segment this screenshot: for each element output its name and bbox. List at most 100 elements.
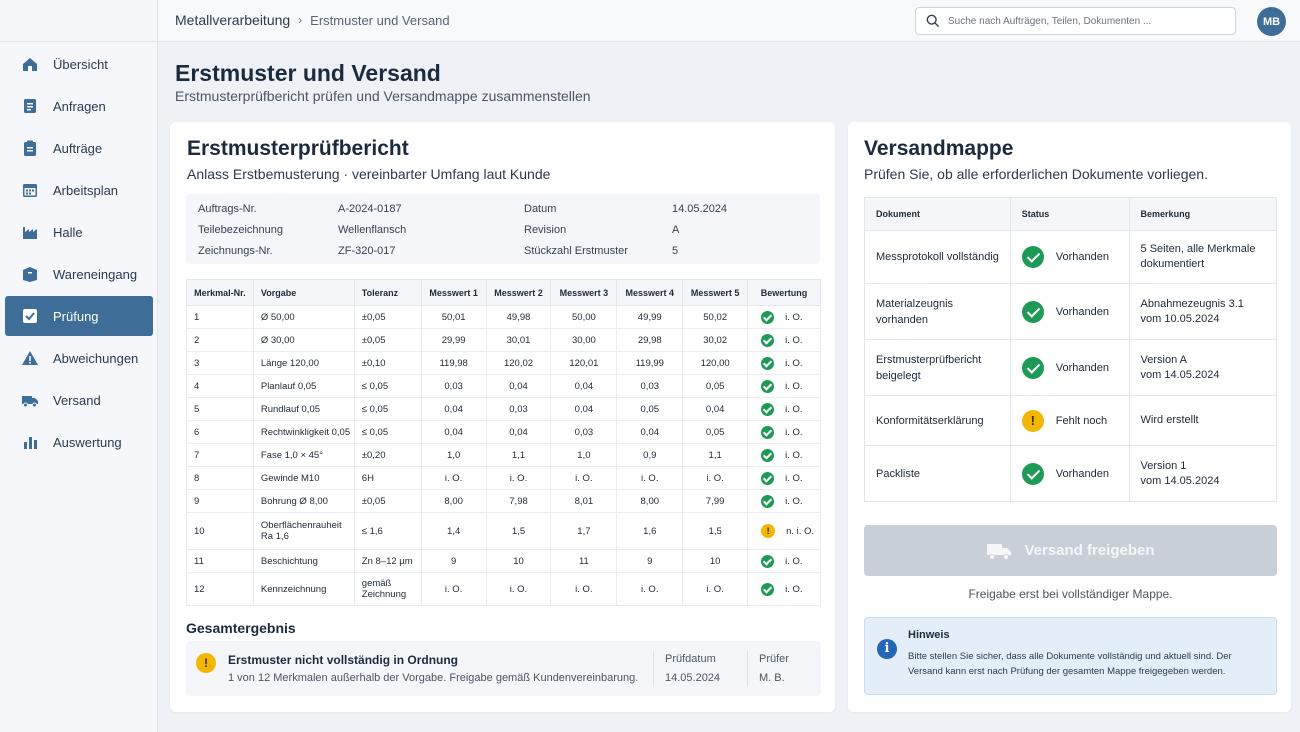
feature-tolerance: 6H [353, 466, 422, 490]
sidebar-item-versand[interactable]: Versand [5, 380, 153, 420]
feature-spec: Beschichtung [252, 549, 355, 573]
feature-number: 2 [186, 328, 254, 352]
search-box[interactable] [915, 7, 1236, 35]
note-line: vom 10.05.2024 [1140, 312, 1220, 325]
document-name: Materialzeugnis vorhanden [864, 283, 1011, 340]
table-row: Messprotokoll vollständig Vorhanden 5 Seit… [864, 230, 1278, 284]
measurement-value: 11 [550, 549, 618, 573]
inspector-value: M. B. [759, 672, 785, 684]
report-info-panel: Auftrags-Nr. A-2024-0187 Teilebezeichnun… [186, 194, 820, 264]
check-circle-icon [761, 425, 775, 439]
feature-number: 4 [186, 374, 254, 398]
check-circle-icon [761, 554, 775, 568]
table-row: Packliste Vorhanden Version 1 vom 14.05.202… [864, 445, 1278, 502]
status-label: Vorhanden [1055, 467, 1109, 480]
measurement-value: i. O. [485, 466, 552, 490]
order-label: Auftrags-Nr. [198, 203, 257, 215]
evaluation-label: i. O. [785, 472, 803, 484]
measurement-value: 10 [682, 549, 749, 573]
feature-spec: Rundlauf 0,05 [252, 397, 355, 421]
measurement-value: 0,04 [550, 374, 618, 398]
evaluation-cell: i. O. [747, 443, 821, 467]
sidebar: Übersicht Anfragen Aufträge Arbeitsplan Hall… [0, 0, 158, 732]
measurement-value: 50,02 [682, 305, 749, 329]
document-status: Vorhanden [1009, 283, 1130, 340]
part-label: Teilebezeichnung [198, 224, 284, 236]
sidebar-item-label: Versand [53, 392, 101, 408]
sidebar-item-abweichungen[interactable]: Abweichungen [5, 338, 153, 378]
column-header: Bewertung [747, 279, 821, 306]
document-name: Erstmusterprüfbericht beigelegt [864, 339, 1011, 396]
measurement-value: 8,00 [420, 489, 487, 513]
note-line: vom 14.05.2024 [1140, 474, 1220, 487]
sidebar-item-auswertung[interactable]: Auswertung [5, 422, 153, 462]
measurement-value: 49,98 [485, 305, 552, 329]
calendar-icon [23, 184, 37, 197]
order-value: A-2024-0187 [338, 203, 402, 215]
feature-spec: Oberflächenrauheit Ra 1,6 [252, 512, 355, 550]
table-row: 8 Gewinde M10 6H i. O. i. O. i. O. i. O. i. O. i… [186, 466, 821, 490]
measurement-value: 1,0 [420, 443, 487, 467]
note-line: 5 Seiten, alle Merkmale [1140, 243, 1256, 255]
sidebar-item-arbeitsplan[interactable]: Arbeitsplan [5, 170, 153, 210]
measurement-value: 8,00 [616, 489, 684, 513]
table-row: 10 Oberflächenrauheit Ra 1,6 ≤ 1,6 1,4 1,5 1,… [186, 512, 821, 550]
measurement-value: 7,98 [485, 489, 552, 513]
report-subtitle: Anlass Erstbemusterung · vereinbarter Um… [187, 166, 551, 182]
evaluation-cell: i. O. [747, 549, 821, 573]
check-circle-icon [761, 471, 775, 485]
sidebar-item-halle[interactable]: Halle [5, 212, 153, 252]
sidebar-item-label: Arbeitsplan [53, 182, 119, 198]
inspection-report-card: Erstmusterprüfbericht Anlass Erstbemuste… [170, 122, 835, 712]
measurement-value: i. O. [616, 466, 684, 490]
warning-icon [22, 351, 38, 365]
date-label: Datum [524, 203, 557, 215]
measurement-value: 30,00 [550, 328, 618, 352]
feature-spec: Kennzeichnung [252, 572, 355, 606]
measurement-value: i. O. [485, 572, 552, 606]
release-dispatch-label: Versand freigeben [1024, 542, 1155, 559]
measurement-value: 49,99 [616, 305, 684, 329]
release-note: Freigabe erst bei vollständiger Mappe. [968, 587, 1173, 601]
measurement-value: 8,01 [550, 489, 618, 513]
feature-spec: Planlauf 0,05 [252, 374, 355, 398]
sidebar-item-übersicht[interactable]: Übersicht [5, 44, 153, 84]
column-header: Messwert 5 [682, 279, 749, 306]
feature-tolerance: ±0,05 [353, 489, 422, 513]
sidebar-item-label: Aufträge [53, 140, 103, 156]
column-header: Toleranz [353, 279, 422, 306]
evaluation-label: i. O. [785, 334, 803, 346]
column-header: Merkmal-Nr. [186, 279, 254, 306]
sidebar-item-anfragen[interactable]: Anfragen [5, 86, 153, 126]
feature-number: 11 [186, 549, 254, 573]
sidebar-item-prüfung[interactable]: Prüfung [5, 296, 153, 336]
document-note: Version A vom 14.05.2024 [1128, 339, 1278, 396]
measurement-value: 120,01 [550, 351, 618, 375]
measurement-value: 0,04 [616, 420, 684, 444]
column-header: Messwert 1 [420, 279, 487, 306]
overall-result-main: Erstmuster nicht vollständig in Ordnung [228, 653, 459, 667]
sidebar-item-aufträge[interactable]: Aufträge [5, 128, 153, 168]
dispatch-folder-card: Versandmappe Prüfen Sie, ob alle erforde… [848, 122, 1291, 712]
inspector-label: Prüfer [759, 653, 789, 665]
release-dispatch-button[interactable]: Versand freigeben [864, 525, 1277, 576]
sidebar-item-wareneingang[interactable]: Wareneingang [5, 254, 153, 294]
measurement-value: 9 [616, 549, 684, 573]
search-input[interactable] [948, 15, 1218, 27]
user-avatar[interactable]: MB [1257, 7, 1286, 36]
dispatch-subtitle: Prüfen Sie, ob alle erforderlichen Dokum… [864, 166, 1208, 182]
evaluation-cell: i. O. [747, 420, 821, 444]
top-bar: Metallverarbeitung › Erstmuster und Vers… [158, 0, 1300, 42]
document-status: Vorhanden [1009, 445, 1130, 502]
table-row: 11 Beschichtung Zn 8–12 µm 9 10 11 9 10 i. O. [186, 549, 821, 573]
evaluation-label: i. O. [785, 555, 803, 567]
breadcrumb-root[interactable]: Metallverarbeitung [175, 12, 291, 28]
measurement-value: 1,4 [420, 512, 487, 550]
measurement-value: i. O. [550, 572, 618, 606]
evaluation-label: i. O. [785, 426, 803, 438]
measurement-value: i. O. [616, 572, 684, 606]
feature-number: 1 [186, 305, 254, 329]
quantity-label: Stückzahl Erstmuster [524, 245, 628, 257]
sidebar-item-label: Anfragen [53, 98, 106, 114]
